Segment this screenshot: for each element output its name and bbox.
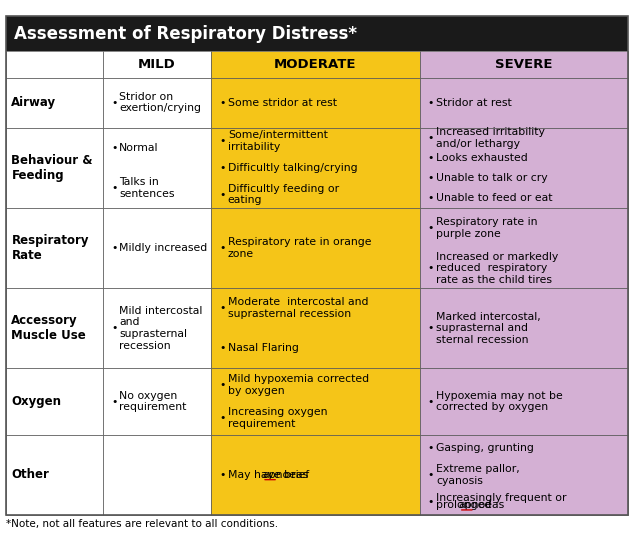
FancyBboxPatch shape — [103, 128, 211, 208]
FancyBboxPatch shape — [6, 369, 103, 435]
Text: Other: Other — [11, 468, 49, 481]
Text: Nasal Flaring: Nasal Flaring — [228, 343, 299, 353]
Text: Behaviour &
Feeding: Behaviour & Feeding — [11, 154, 93, 182]
FancyBboxPatch shape — [420, 369, 628, 435]
FancyBboxPatch shape — [211, 51, 420, 78]
Text: Airway: Airway — [11, 96, 56, 109]
FancyBboxPatch shape — [211, 208, 420, 288]
Text: Normal: Normal — [119, 143, 158, 153]
FancyBboxPatch shape — [103, 288, 211, 369]
Text: •: • — [428, 173, 434, 183]
Text: •: • — [219, 190, 226, 199]
Text: May have brief: May have brief — [228, 470, 313, 480]
Text: Unable to talk or cry: Unable to talk or cry — [436, 173, 548, 183]
Text: •: • — [219, 243, 226, 253]
Text: •: • — [219, 343, 226, 353]
FancyBboxPatch shape — [6, 78, 103, 128]
Text: Difficultly talking/crying: Difficultly talking/crying — [228, 163, 358, 173]
FancyBboxPatch shape — [6, 208, 103, 288]
Text: Increasingly frequent or: Increasingly frequent or — [436, 493, 567, 503]
FancyBboxPatch shape — [6, 51, 103, 78]
FancyBboxPatch shape — [211, 128, 420, 208]
Text: Gasping, grunting: Gasping, grunting — [436, 443, 534, 453]
Text: •: • — [219, 413, 226, 423]
Text: Respiratory rate in orange
zone: Respiratory rate in orange zone — [228, 237, 372, 259]
Text: •: • — [428, 153, 434, 163]
Text: •: • — [219, 163, 226, 173]
Text: •: • — [111, 143, 117, 153]
FancyBboxPatch shape — [211, 288, 420, 369]
Text: •: • — [428, 443, 434, 453]
Text: MILD: MILD — [138, 58, 176, 71]
Text: Stridor on
exertion/crying: Stridor on exertion/crying — [119, 92, 201, 113]
Text: Assessment of Respiratory Distress*: Assessment of Respiratory Distress* — [14, 25, 357, 43]
Text: •: • — [428, 397, 434, 406]
FancyBboxPatch shape — [103, 51, 211, 78]
Text: •: • — [428, 193, 434, 203]
Text: •: • — [428, 470, 434, 480]
Text: Mild hypoxemia corrected
by oxygen: Mild hypoxemia corrected by oxygen — [228, 374, 369, 396]
Text: Oxygen: Oxygen — [11, 395, 61, 408]
FancyBboxPatch shape — [420, 128, 628, 208]
Text: Increasing oxygen
requirement: Increasing oxygen requirement — [228, 407, 327, 429]
Text: •: • — [428, 323, 434, 333]
Text: Some stridor at rest: Some stridor at rest — [228, 98, 337, 108]
FancyBboxPatch shape — [103, 435, 211, 515]
Text: apnoeas: apnoeas — [262, 470, 308, 480]
FancyBboxPatch shape — [6, 128, 103, 208]
FancyBboxPatch shape — [6, 288, 103, 369]
FancyBboxPatch shape — [103, 78, 211, 128]
Text: •: • — [219, 303, 226, 313]
Text: Marked intercostal,
suprasternal and
sternal recession: Marked intercostal, suprasternal and ste… — [436, 312, 541, 345]
Text: MODERATE: MODERATE — [274, 58, 357, 71]
Text: prolonged: prolonged — [436, 500, 495, 510]
Text: Difficultly feeding or
eating: Difficultly feeding or eating — [228, 184, 339, 205]
Text: Unable to feed or eat: Unable to feed or eat — [436, 193, 552, 203]
Text: •: • — [428, 223, 434, 233]
Text: Increased or markedly
reduced  respiratory
rate as the child tires: Increased or markedly reduced respirator… — [436, 251, 559, 285]
Text: •: • — [428, 133, 434, 143]
Text: Extreme pallor,
cyanosis: Extreme pallor, cyanosis — [436, 464, 520, 486]
Text: •: • — [111, 397, 117, 406]
Text: •: • — [219, 380, 226, 390]
Text: Accessory
Muscle Use: Accessory Muscle Use — [11, 314, 86, 343]
Text: Respiratory
Rate: Respiratory Rate — [11, 234, 89, 262]
Text: apnoeas: apnoeas — [459, 500, 505, 510]
Text: •: • — [111, 323, 117, 333]
Text: SEVERE: SEVERE — [495, 58, 552, 71]
FancyBboxPatch shape — [103, 208, 211, 288]
Text: •: • — [219, 98, 226, 108]
Text: Some/intermittent
irritability: Some/intermittent irritability — [228, 130, 328, 152]
Text: Stridor at rest: Stridor at rest — [436, 98, 512, 108]
Text: •: • — [111, 243, 117, 253]
FancyBboxPatch shape — [211, 369, 420, 435]
FancyBboxPatch shape — [420, 435, 628, 515]
Text: •: • — [219, 470, 226, 480]
Text: •: • — [111, 98, 117, 108]
Text: *Note, not all features are relevant to all conditions.: *Note, not all features are relevant to … — [6, 519, 278, 529]
FancyBboxPatch shape — [103, 369, 211, 435]
FancyBboxPatch shape — [420, 78, 628, 128]
Text: Talks in
sentences: Talks in sentences — [119, 177, 174, 199]
FancyBboxPatch shape — [6, 435, 103, 515]
Text: •: • — [428, 98, 434, 108]
FancyBboxPatch shape — [420, 288, 628, 369]
Text: •: • — [111, 183, 117, 193]
Text: No oxygen
requirement: No oxygen requirement — [119, 391, 186, 412]
Text: •: • — [428, 263, 434, 273]
FancyBboxPatch shape — [211, 78, 420, 128]
Text: Moderate  intercostal and
suprasternal recession: Moderate intercostal and suprasternal re… — [228, 298, 368, 319]
Text: Mild intercostal
and
suprasternal
recession: Mild intercostal and suprasternal recess… — [119, 306, 202, 351]
FancyBboxPatch shape — [420, 51, 628, 78]
Text: •: • — [428, 496, 434, 507]
FancyBboxPatch shape — [420, 208, 628, 288]
Text: Respiratory rate in
purple zone: Respiratory rate in purple zone — [436, 217, 538, 239]
Text: Mildly increased: Mildly increased — [119, 243, 207, 253]
Text: Hypoxemia may not be
corrected by oxygen: Hypoxemia may not be corrected by oxygen — [436, 391, 563, 412]
FancyBboxPatch shape — [6, 16, 628, 51]
FancyBboxPatch shape — [211, 435, 420, 515]
Text: Increased irritability
and/or lethargy: Increased irritability and/or lethargy — [436, 127, 545, 149]
Text: Looks exhausted: Looks exhausted — [436, 153, 527, 163]
Text: •: • — [219, 136, 226, 146]
